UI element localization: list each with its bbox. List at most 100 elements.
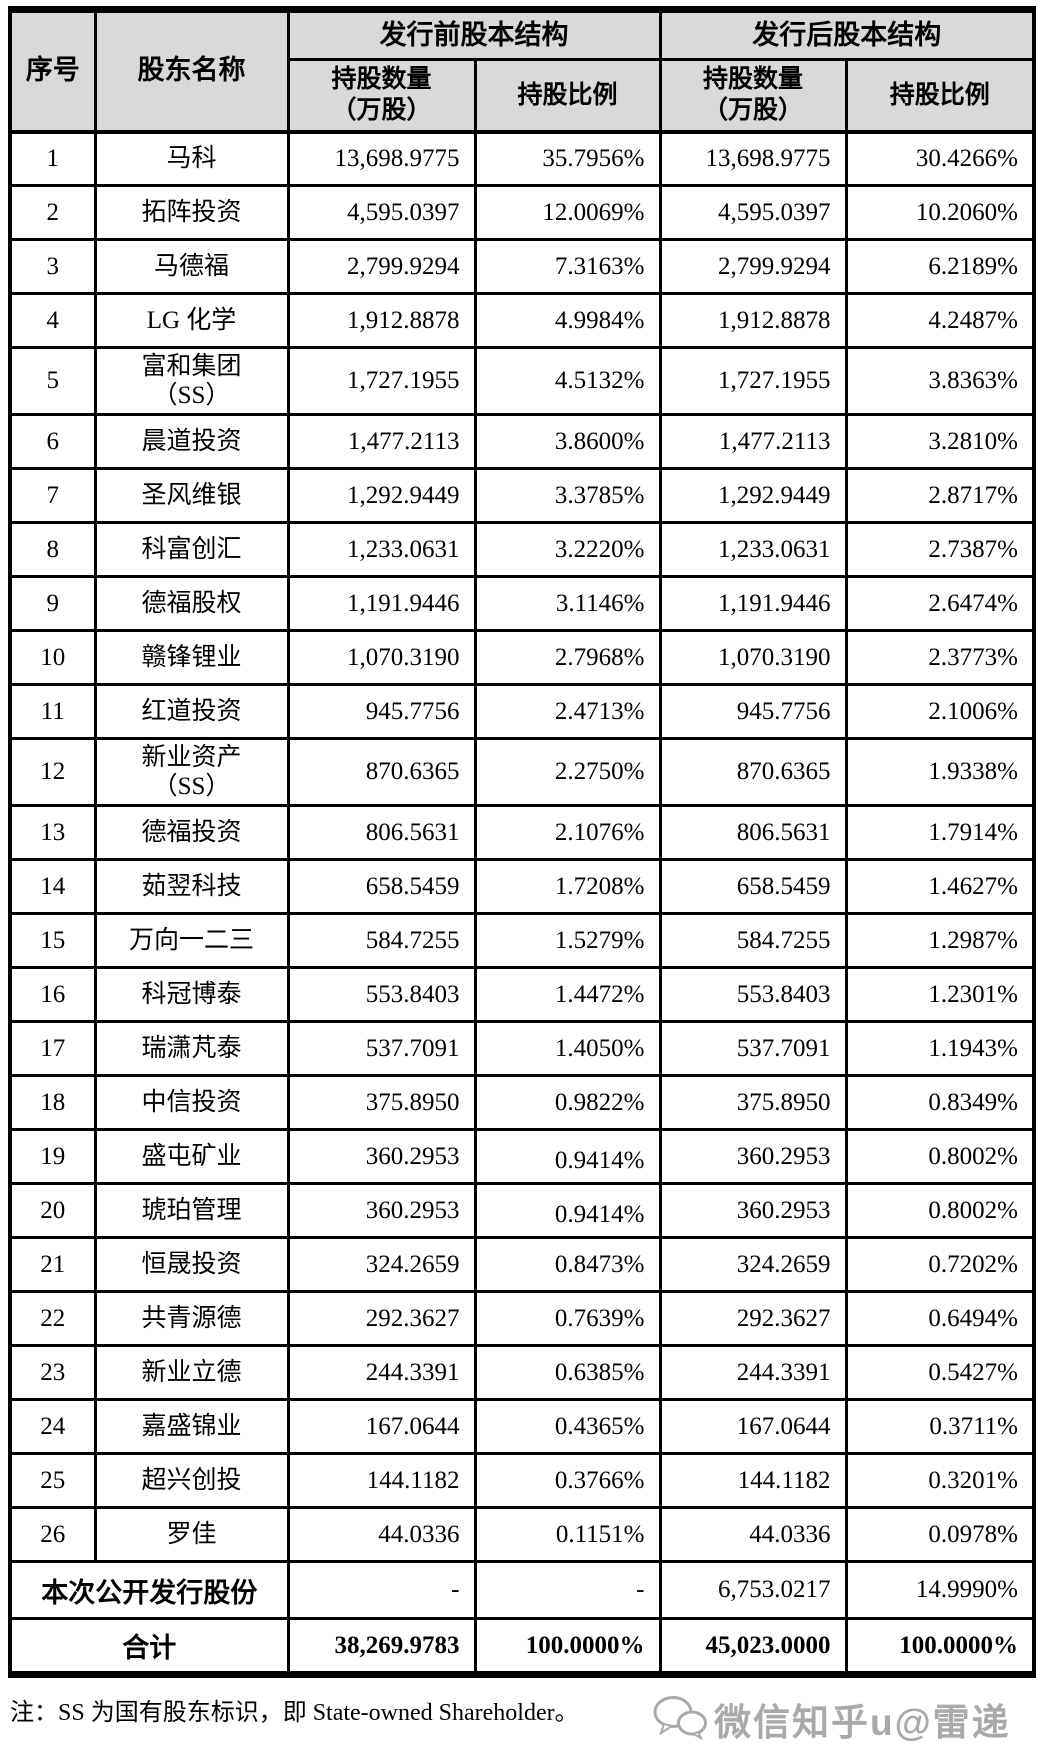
pre-shares-cell: 360.2953 [286, 1128, 477, 1185]
pre-ratio-cell: 0.1151% [473, 1506, 662, 1563]
shareholder-name-cell: 拓阵投资 [93, 184, 290, 241]
table-footer-rows: 本次公开发行股份 - - 6,753.0217 14.9990% 合计 38,2… [8, 1560, 1036, 1676]
post-shares-cell: 1,292.9449 [658, 467, 848, 524]
table-row: 20 琥珀管理 360.2953 0.9414% 360.2953 0.8002… [8, 1182, 1036, 1239]
pre-ratio-cell: 7.3163% [473, 238, 662, 295]
pre-shares-cell: 1,070.3190 [286, 629, 477, 686]
table-row: 13 德福投资 806.5631 2.1076% 806.5631 1.7914… [8, 804, 1036, 861]
serial-cell: 8 [8, 521, 97, 578]
shareholder-name-cell: 瑞潇芃泰 [93, 1020, 290, 1077]
table-header: 序号 股东名称 发行前股本结构 发行后股本结构 持股数量 （万股） 持股比例 持… [8, 8, 1036, 134]
pre-shares-cell: 537.7091 [286, 1020, 477, 1077]
post-shares-cell: 806.5631 [658, 804, 848, 861]
post-ratio-cell: 0.8002% [844, 1182, 1036, 1239]
pre-ratio-cell: 2.7968% [473, 629, 662, 686]
pre-shares-cell: 292.3627 [286, 1290, 477, 1347]
pre-ratio-cell: 3.3785% [473, 467, 662, 524]
total-post-ratio: 100.0000% [844, 1617, 1036, 1676]
post-ratio-cell: 2.3773% [844, 629, 1036, 686]
post-shares-cell: 1,477.2113 [658, 413, 848, 470]
shareholder-name-cell: 琥珀管理 [93, 1182, 290, 1239]
post-shares-cell: 244.3391 [658, 1344, 848, 1401]
table-row: 21 恒晟投资 324.2659 0.8473% 324.2659 0.7202… [8, 1236, 1036, 1293]
ipo-pre-shares: - [286, 1560, 477, 1620]
post-ratio-cell: 0.8002% [844, 1128, 1036, 1185]
post-shares-cell: 360.2953 [658, 1128, 848, 1185]
serial-cell: 6 [8, 413, 97, 470]
shareholder-name-cell: 罗佳 [93, 1506, 290, 1563]
shareholder-name-cell: 中信投资 [93, 1074, 290, 1131]
serial-cell: 14 [8, 858, 97, 915]
shareholder-name-cell: 马科 [93, 130, 290, 187]
post-shares-cell: 870.6365 [658, 737, 848, 807]
shareholder-name-cell: 圣风维银 [93, 467, 290, 524]
shareholder-name-cell: 超兴创投 [93, 1452, 290, 1509]
pre-shares-cell: 13,698.9775 [286, 130, 477, 187]
pre-ratio-cell: 1.5279% [473, 912, 662, 969]
post-shares-cell: 945.7756 [658, 683, 848, 740]
total-post-shares: 45,023.0000 [658, 1617, 848, 1676]
post-shares-cell: 144.1182 [658, 1452, 848, 1509]
table-row: 26 罗佳 44.0336 0.1151% 44.0336 0.0978% [8, 1506, 1036, 1563]
serial-cell: 25 [8, 1452, 97, 1509]
header-post-issue-group: 发行后股本结构 [658, 8, 1036, 61]
post-ratio-cell: 1.9338% [844, 737, 1036, 807]
serial-cell: 17 [8, 1020, 97, 1077]
pre-ratio-cell: 3.8600% [473, 413, 662, 470]
table-row: 5 富和集团 （SS） 1,727.1955 4.5132% 1,727.195… [8, 346, 1036, 416]
table-row: 22 共青源德 292.3627 0.7639% 292.3627 0.6494… [8, 1290, 1036, 1347]
pre-shares-cell: 806.5631 [286, 804, 477, 861]
table-row: 25 超兴创投 144.1182 0.3766% 144.1182 0.3201… [8, 1452, 1036, 1509]
post-shares-cell: 167.0644 [658, 1398, 848, 1455]
shareholder-name-cell: 科冠博泰 [93, 966, 290, 1023]
table-row: 9 德福股权 1,191.9446 3.1146% 1,191.9446 2.6… [8, 575, 1036, 632]
table-row: 14 茹翌科技 658.5459 1.7208% 658.5459 1.4627… [8, 858, 1036, 915]
serial-cell: 15 [8, 912, 97, 969]
header-post-shares: 持股数量 （万股） [658, 58, 848, 134]
shareholder-name-cell: 富和集团 （SS） [93, 346, 290, 416]
ipo-post-shares: 6,753.0217 [658, 1560, 848, 1620]
shareholder-name-cell: 晨道投资 [93, 413, 290, 470]
shareholder-name-cell: LG 化学 [93, 292, 290, 349]
post-shares-cell: 13,698.9775 [658, 130, 848, 187]
post-ratio-cell: 0.6494% [844, 1290, 1036, 1347]
post-shares-cell: 1,070.3190 [658, 629, 848, 686]
table-row: 12 新业资产 （SS） 870.6365 2.2750% 870.6365 1… [8, 737, 1036, 807]
pre-ratio-cell: 0.4365% [473, 1398, 662, 1455]
shareholder-name-cell: 新业资产 （SS） [93, 737, 290, 807]
shareholder-name-cell: 嘉盛锦业 [93, 1398, 290, 1455]
shareholder-name-cell: 赣锋锂业 [93, 629, 290, 686]
pre-shares-cell: 1,912.8878 [286, 292, 477, 349]
total-label: 合计 [8, 1617, 290, 1676]
pre-shares-cell: 553.8403 [286, 966, 477, 1023]
shareholder-name-cell: 盛屯矿业 [93, 1128, 290, 1185]
pre-ratio-cell: 0.6385% [473, 1344, 662, 1401]
pre-ratio-cell: 1.4050% [473, 1020, 662, 1077]
pre-ratio-cell: 3.1146% [473, 575, 662, 632]
pre-shares-cell: 1,292.9449 [286, 467, 477, 524]
post-shares-cell: 375.8950 [658, 1074, 848, 1131]
table-row: 1 马科 13,698.9775 35.7956% 13,698.9775 30… [8, 130, 1036, 187]
pre-shares-cell: 375.8950 [286, 1074, 477, 1131]
shareholder-name-cell: 茹翌科技 [93, 858, 290, 915]
table-row: 3 马德福 2,799.9294 7.3163% 2,799.9294 6.21… [8, 238, 1036, 295]
serial-cell: 10 [8, 629, 97, 686]
post-shares-cell: 360.2953 [658, 1182, 848, 1239]
serial-cell: 4 [8, 292, 97, 349]
pre-ratio-cell: 0.7639% [473, 1290, 662, 1347]
post-shares-cell: 2,799.9294 [658, 238, 848, 295]
header-pre-ratio: 持股比例 [473, 58, 662, 134]
pre-shares-cell: 1,233.0631 [286, 521, 477, 578]
post-shares-cell: 584.7255 [658, 912, 848, 969]
post-shares-cell: 1,912.8878 [658, 292, 848, 349]
post-shares-cell: 1,233.0631 [658, 521, 848, 578]
shareholder-name-cell: 科富创汇 [93, 521, 290, 578]
post-ratio-cell: 10.2060% [844, 184, 1036, 241]
pre-ratio-cell: 4.5132% [473, 346, 662, 416]
shareholder-name-cell: 恒晟投资 [93, 1236, 290, 1293]
table-row: 24 嘉盛锦业 167.0644 0.4365% 167.0644 0.3711… [8, 1398, 1036, 1455]
table-row: 8 科富创汇 1,233.0631 3.2220% 1,233.0631 2.7… [8, 521, 1036, 578]
post-shares-cell: 292.3627 [658, 1290, 848, 1347]
serial-cell: 16 [8, 966, 97, 1023]
serial-cell: 26 [8, 1506, 97, 1563]
